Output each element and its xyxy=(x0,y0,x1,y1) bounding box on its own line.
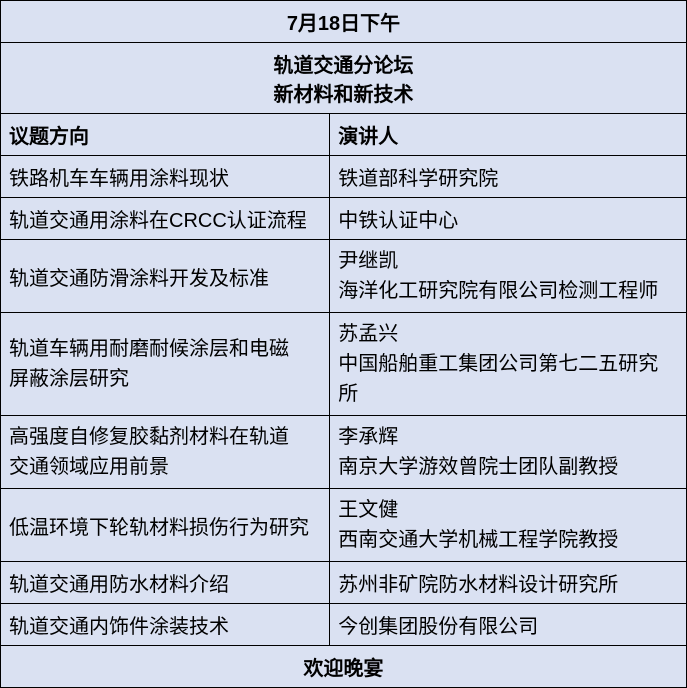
table-row: 轨道交通用涂料在CRCC认证流程 中铁认证中心 xyxy=(1,198,687,240)
topic-l1: 高强度自修复胶黏剂材料在轨道 xyxy=(9,422,321,452)
speaker-org: 海洋化工研究院有限公司检测工程师 xyxy=(338,276,678,306)
header-track-theme: 轨道交通分论坛 新材料和新技术 xyxy=(1,43,687,114)
header-theme: 新材料和新技术 xyxy=(9,78,678,107)
speaker-cell: 苏孟兴 中国船舶重工集团公司第七二五研究所 xyxy=(330,313,687,416)
table-row: 轨道车辆用耐磨耐候涂层和电磁 屏蔽涂层研究 苏孟兴 中国船舶重工集团公司第七二五… xyxy=(1,313,687,416)
topic-l2: 屏蔽涂层研究 xyxy=(9,364,321,394)
topic-l1: 轨道车辆用耐磨耐候涂层和电磁 xyxy=(9,334,321,364)
header-date-row: 7月18日下午 xyxy=(1,1,687,43)
header-track-row: 轨道交通分论坛 新材料和新技术 xyxy=(1,43,687,114)
table-row: 轨道交通用防水材料介绍 苏州非矿院防水材料设计研究所 xyxy=(1,562,687,604)
speaker-cell: 今创集团股份有限公司 xyxy=(330,604,687,646)
footer-text: 欢迎晚宴 xyxy=(1,646,687,688)
topic-cell: 铁路机车车辆用涂料现状 xyxy=(1,156,330,198)
table-row: 轨道交通防滑涂料开发及标准 尹继凯 海洋化工研究院有限公司检测工程师 xyxy=(1,240,687,313)
speaker-name: 苏孟兴 xyxy=(338,319,678,349)
speaker-org: 西南交通大学机械工程学院教授 xyxy=(338,525,678,555)
table-row: 铁路机车车辆用涂料现状 铁道部科学研究院 xyxy=(1,156,687,198)
topic-cell: 轨道车辆用耐磨耐候涂层和电磁 屏蔽涂层研究 xyxy=(1,313,330,416)
speaker-cell: 王文健 西南交通大学机械工程学院教授 xyxy=(330,489,687,562)
speaker-cell: 李承辉 南京大学游效曾院士团队副教授 xyxy=(330,416,687,489)
topic-cell: 轨道交通防滑涂料开发及标准 xyxy=(1,240,330,313)
speaker-cell: 苏州非矿院防水材料设计研究所 xyxy=(330,562,687,604)
table-row: 轨道交通内饰件涂装技术 今创集团股份有限公司 xyxy=(1,604,687,646)
topic-l2: 交通领域应用前景 xyxy=(9,452,321,482)
col-speaker: 演讲人 xyxy=(330,114,687,156)
speaker-org: 中国船舶重工集团公司第七二五研究所 xyxy=(338,349,678,409)
speaker-cell: 铁道部科学研究院 xyxy=(330,156,687,198)
speaker-name: 李承辉 xyxy=(338,422,678,452)
speaker-org: 南京大学游效曾院士团队副教授 xyxy=(338,452,678,482)
col-topic: 议题方向 xyxy=(1,114,330,156)
topic-cell: 低温环境下轮轨材料损伤行为研究 xyxy=(1,489,330,562)
topic-cell: 轨道交通用涂料在CRCC认证流程 xyxy=(1,198,330,240)
table-row: 高强度自修复胶黏剂材料在轨道 交通领域应用前景 李承辉 南京大学游效曾院士团队副… xyxy=(1,416,687,489)
header-date: 7月18日下午 xyxy=(1,1,687,43)
topic-cell: 轨道交通内饰件涂装技术 xyxy=(1,604,330,646)
topic-cell: 高强度自修复胶黏剂材料在轨道 交通领域应用前景 xyxy=(1,416,330,489)
topic-cell: 轨道交通用防水材料介绍 xyxy=(1,562,330,604)
footer-row: 欢迎晚宴 xyxy=(1,646,687,688)
speaker-cell: 中铁认证中心 xyxy=(330,198,687,240)
header-track: 轨道交通分论坛 xyxy=(9,49,678,78)
speaker-name: 王文健 xyxy=(338,495,678,525)
schedule-table: 7月18日下午 轨道交通分论坛 新材料和新技术 议题方向 演讲人 铁路机车车辆用… xyxy=(0,0,687,688)
speaker-cell: 尹继凯 海洋化工研究院有限公司检测工程师 xyxy=(330,240,687,313)
column-header-row: 议题方向 演讲人 xyxy=(1,114,687,156)
table-row: 低温环境下轮轨材料损伤行为研究 王文健 西南交通大学机械工程学院教授 xyxy=(1,489,687,562)
speaker-name: 尹继凯 xyxy=(338,246,678,276)
